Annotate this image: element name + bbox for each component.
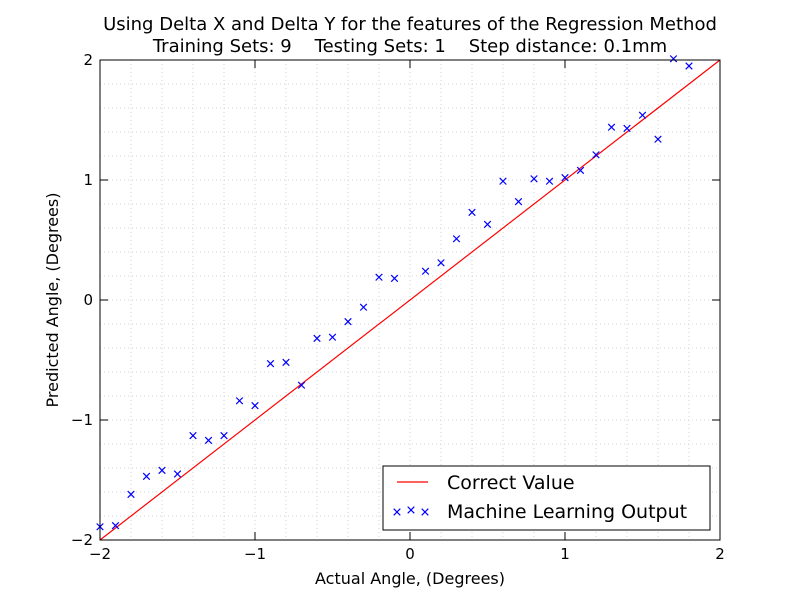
ml-output-point <box>623 124 631 133</box>
ml-output-point <box>204 436 213 445</box>
x-tick-label: −2 <box>89 545 111 563</box>
legend: Correct Value Machine Learning Output <box>382 465 711 531</box>
ml-output-point <box>561 173 569 182</box>
legend-marker-swatch <box>393 506 429 516</box>
ml-output-point <box>452 235 461 243</box>
ml-output-point <box>235 397 244 405</box>
ml-output-point <box>390 274 399 283</box>
ml-output-point <box>111 521 120 530</box>
chart-title: Using Delta X and Delta Y for the featur… <box>103 14 717 35</box>
ml-output-point <box>282 358 290 367</box>
ml-output-point <box>158 466 166 475</box>
ml-output-point <box>669 55 678 63</box>
ml-output-point <box>468 208 476 217</box>
x-tick-label: −1 <box>244 545 266 563</box>
y-tick-label: 2 <box>83 51 93 69</box>
ml-output-point <box>530 175 538 183</box>
ml-output-point <box>685 62 693 70</box>
ml-output-point <box>545 177 554 185</box>
x-tick-label: 1 <box>560 545 570 563</box>
x-tick-label: 2 <box>715 545 725 563</box>
correct-value-line <box>99 59 721 541</box>
y-tick-label: 1 <box>83 171 93 189</box>
x-tick-label: 0 <box>405 545 415 563</box>
ml-output-point <box>127 490 135 499</box>
ml-output-point <box>266 359 275 368</box>
ml-output-point <box>220 431 228 440</box>
ml-output-point <box>638 111 647 119</box>
ml-output-point <box>421 267 430 275</box>
axis-ticks: −2 −1 0 1 2 −2 −1 0 1 2 <box>71 51 725 563</box>
ml-output-point <box>359 303 368 311</box>
ml-output-point <box>142 472 151 481</box>
ml-output-point <box>499 177 507 185</box>
ml-output-point <box>344 317 352 326</box>
ml-output-point <box>173 470 182 478</box>
ml-output-point <box>514 197 523 206</box>
ml-output-point <box>189 431 197 440</box>
legend-box <box>382 465 711 531</box>
ml-output-point <box>297 381 306 389</box>
ml-output-point <box>607 123 616 131</box>
ml-output-point <box>313 334 321 343</box>
y-axis-label: Predicted Angle, (Degrees) <box>43 193 62 408</box>
ml-output-point <box>375 273 383 281</box>
ml-output-point <box>328 333 337 341</box>
legend-label-ml-output: Machine Learning Output <box>447 501 687 523</box>
ml-output-point <box>437 259 445 267</box>
ml-output-point <box>483 220 492 229</box>
ml-output-point <box>576 166 585 175</box>
y-tick-label: −2 <box>71 531 93 549</box>
ml-output-point <box>251 401 259 410</box>
chart-subtitle: Training Sets: 9 Testing Sets: 1 Step di… <box>152 36 667 57</box>
ml-output-point <box>592 151 600 159</box>
legend-label-correct-value: Correct Value <box>447 472 575 494</box>
y-tick-label: 0 <box>83 291 93 309</box>
x-axis-label: Actual Angle, (Degrees) <box>315 569 505 588</box>
y-tick-label: −1 <box>71 411 93 429</box>
ml-output-point <box>654 135 662 143</box>
data-series <box>96 55 721 541</box>
